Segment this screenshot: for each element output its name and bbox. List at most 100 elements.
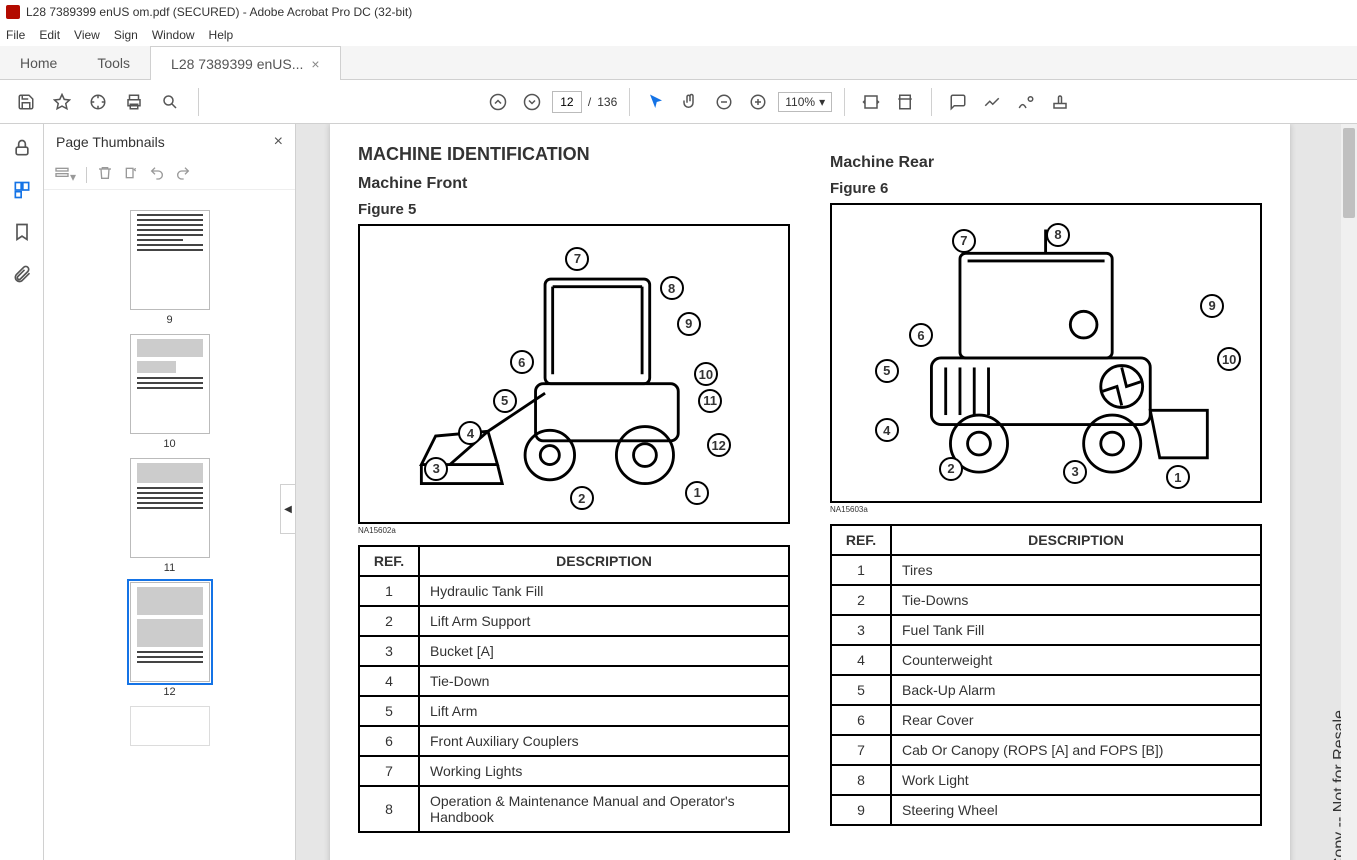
- callout-badge: 4: [875, 418, 899, 442]
- thumbnail-label: 10: [163, 438, 175, 450]
- column-rear: Machine Rear Figure 6: [830, 144, 1262, 833]
- table-row: 5Lift Arm: [359, 696, 789, 726]
- thumbnail-item[interactable]: 9: [120, 210, 220, 326]
- rear-figure-label: Figure 6: [830, 180, 1262, 197]
- menu-window[interactable]: Window: [152, 28, 195, 42]
- tab-home[interactable]: Home: [0, 46, 77, 79]
- table-cell-ref: 3: [359, 636, 419, 666]
- callout-badge: 10: [694, 362, 718, 386]
- table-row: 7Working Lights: [359, 756, 789, 786]
- menu-view[interactable]: View: [74, 28, 100, 42]
- save-icon[interactable]: [12, 88, 40, 116]
- toolbar-separator: [198, 88, 199, 116]
- figure-6-box: 12345678910: [830, 203, 1262, 503]
- zoom-out-icon[interactable]: [710, 88, 738, 116]
- table-row: 5Back-Up Alarm: [831, 675, 1261, 705]
- table-cell-ref: 2: [359, 606, 419, 636]
- pointer-icon[interactable]: [642, 88, 670, 116]
- front-table-head-ref: REF.: [359, 546, 419, 576]
- table-cell-desc: Operation & Maintenance Manual and Opera…: [419, 786, 789, 832]
- page-separator: /: [588, 95, 591, 109]
- thumb-redo-icon[interactable]: [175, 165, 191, 184]
- tab-close-icon[interactable]: ×: [311, 56, 319, 72]
- attachment-icon[interactable]: [12, 264, 32, 284]
- table-cell-desc: Rear Cover: [891, 705, 1261, 735]
- callout-badge: 5: [493, 389, 517, 413]
- menu-help[interactable]: Help: [209, 28, 234, 42]
- bookmark-icon[interactable]: [12, 222, 32, 242]
- tab-document[interactable]: L28 7389399 enUS... ×: [150, 46, 341, 80]
- callout-badge: 6: [510, 350, 534, 374]
- highlight-icon[interactable]: [978, 88, 1006, 116]
- table-row: 1Tires: [831, 555, 1261, 585]
- table-cell-desc: Working Lights: [419, 756, 789, 786]
- comment-icon[interactable]: [944, 88, 972, 116]
- thumbnails-title: Page Thumbnails: [56, 134, 165, 150]
- callout-badge: 8: [660, 276, 684, 300]
- thumbnail-item[interactable]: 12: [120, 582, 220, 698]
- fit-page-icon[interactable]: [891, 88, 919, 116]
- left-rail: [0, 124, 44, 860]
- table-cell-ref: 6: [831, 705, 891, 735]
- table-row: 2Lift Arm Support: [359, 606, 789, 636]
- stamp-icon[interactable]: [1046, 88, 1074, 116]
- table-cell-desc: Lift Arm: [419, 696, 789, 726]
- document-area[interactable]: MACHINE IDENTIFICATION Machine Front Fig…: [296, 124, 1341, 860]
- vertical-scrollbar[interactable]: [1341, 124, 1357, 860]
- callout-badge: 7: [565, 247, 589, 271]
- table-cell-ref: 5: [831, 675, 891, 705]
- figure-5-box: 123456789101112: [358, 224, 790, 524]
- thumbnails-list[interactable]: 9 10 11 12: [44, 190, 295, 860]
- menu-edit[interactable]: Edit: [39, 28, 60, 42]
- table-row: 6Front Auxiliary Couplers: [359, 726, 789, 756]
- page-down-icon[interactable]: [518, 88, 546, 116]
- callout-badge: 5: [875, 359, 899, 383]
- thumb-options-icon[interactable]: ▾: [54, 165, 76, 184]
- fit-width-icon[interactable]: [857, 88, 885, 116]
- callout-badge: 2: [939, 457, 963, 481]
- table-cell-desc: Front Auxiliary Couplers: [419, 726, 789, 756]
- page-up-icon[interactable]: [484, 88, 512, 116]
- tab-bar: Home Tools L28 7389399 enUS... ×: [0, 46, 1357, 80]
- table-row: 3Bucket [A]: [359, 636, 789, 666]
- thumbnail-label: 12: [163, 686, 175, 698]
- share-icon[interactable]: [84, 88, 112, 116]
- zoom-in-icon[interactable]: [744, 88, 772, 116]
- search-icon[interactable]: [156, 88, 184, 116]
- table-cell-ref: 7: [359, 756, 419, 786]
- lock-icon[interactable]: [12, 138, 32, 158]
- thumbnails-close-icon[interactable]: ×: [274, 133, 283, 151]
- zoom-select[interactable]: 110%▾: [778, 92, 832, 112]
- thumbnails-tools: ▾: [44, 160, 295, 190]
- hand-icon[interactable]: [676, 88, 704, 116]
- front-table: REF. DESCRIPTION 1Hydraulic Tank Fill2Li…: [358, 545, 790, 833]
- table-cell-ref: 2: [831, 585, 891, 615]
- page-title: MACHINE IDENTIFICATION: [358, 144, 790, 165]
- callout-badge: 7: [952, 229, 976, 253]
- table-row: 6Rear Cover: [831, 705, 1261, 735]
- table-cell-desc: Tie-Downs: [891, 585, 1261, 615]
- print-icon[interactable]: [120, 88, 148, 116]
- page-number-input[interactable]: [552, 91, 582, 113]
- thumbnails-icon[interactable]: [12, 180, 32, 200]
- thumb-delete-icon[interactable]: [97, 165, 113, 184]
- sign-icon[interactable]: [1012, 88, 1040, 116]
- menu-file[interactable]: File: [6, 28, 25, 42]
- scrollbar-thumb[interactable]: [1343, 128, 1355, 218]
- thumb-rotate-icon[interactable]: [123, 165, 139, 184]
- tab-tools[interactable]: Tools: [77, 46, 150, 79]
- column-front: MACHINE IDENTIFICATION Machine Front Fig…: [358, 144, 790, 833]
- thumbnail-item[interactable]: 10: [120, 334, 220, 450]
- thumbnail-item[interactable]: 11: [120, 458, 220, 574]
- pdf-page: MACHINE IDENTIFICATION Machine Front Fig…: [330, 124, 1290, 860]
- callout-badge: 12: [707, 433, 731, 457]
- menu-sign[interactable]: Sign: [114, 28, 138, 42]
- collapse-panel-icon[interactable]: ◀: [280, 484, 296, 534]
- thumb-undo-icon[interactable]: [149, 165, 165, 184]
- thumbnail-item[interactable]: [120, 706, 220, 746]
- rear-heading: Machine Rear: [830, 154, 1262, 172]
- table-cell-desc: Steering Wheel: [891, 795, 1261, 825]
- table-cell-ref: 8: [831, 765, 891, 795]
- table-cell-ref: 9: [831, 795, 891, 825]
- star-icon[interactable]: [48, 88, 76, 116]
